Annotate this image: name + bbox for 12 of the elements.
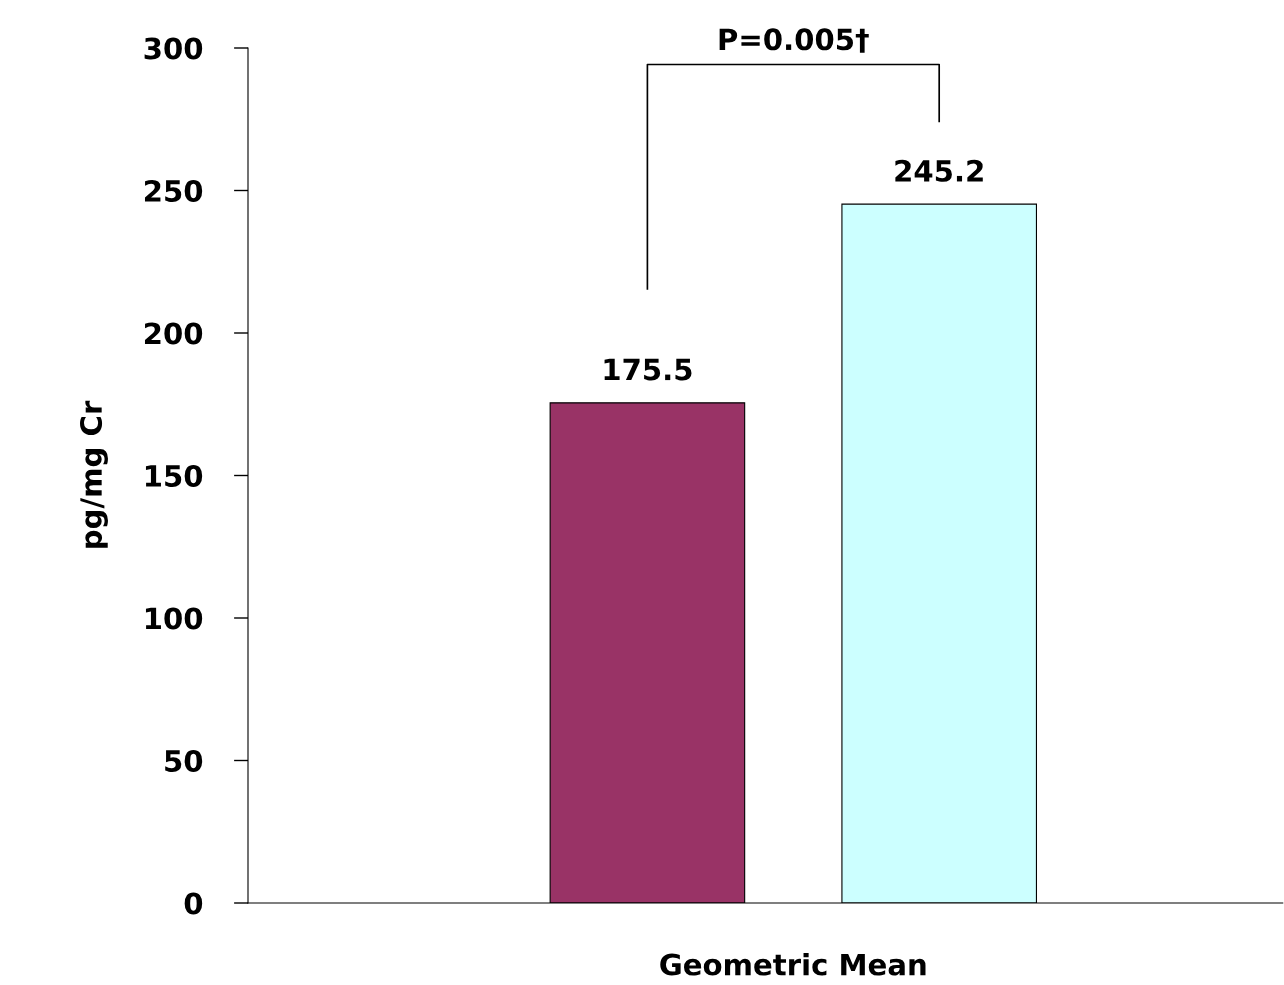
y-tick-label: 0 — [184, 892, 203, 915]
data-label: 245.2 — [895, 159, 983, 182]
y-axis-title: pg/mg Cr — [80, 400, 108, 548]
x-tick-label: Geometric Mean — [660, 953, 926, 976]
y-tick-label: 150 — [145, 464, 203, 487]
y-tick-label: 250 — [144, 179, 203, 202]
annotation: P=0.005† — [719, 28, 869, 53]
y-tick-label: 300 — [144, 37, 203, 60]
y-tick-label: 100 — [145, 607, 203, 630]
data-label: 175.5 — [604, 358, 692, 381]
y-tick-label: 200 — [144, 322, 203, 345]
y-tick-label: 50 — [165, 749, 203, 772]
